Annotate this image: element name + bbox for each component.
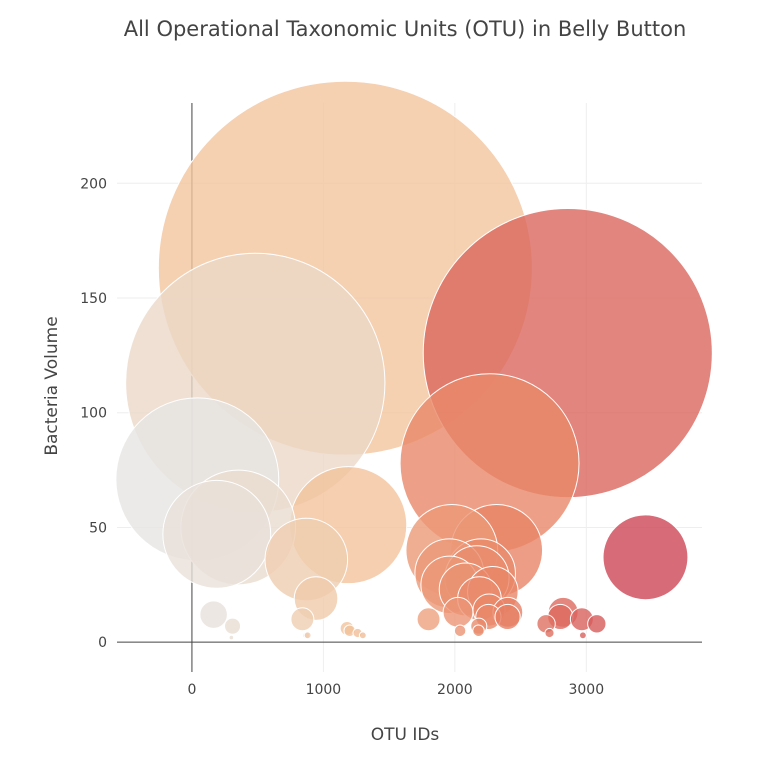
chart-title: All Operational Taxonomic Units (OTU) in… (124, 17, 687, 41)
x-axis-title: OTU IDs (371, 725, 440, 745)
x-tick-label: 2000 (437, 682, 473, 698)
y-tick-label: 0 (98, 635, 107, 651)
bubble-point (453, 624, 467, 637)
bubble-point (199, 600, 228, 629)
bubble-point (303, 631, 312, 640)
bubble-point (494, 603, 521, 631)
x-tick-label: 3000 (568, 682, 604, 698)
y-tick-label: 150 (80, 291, 107, 307)
bubble-point (472, 624, 485, 637)
bubble-point (587, 614, 607, 634)
bubble-point (544, 627, 555, 639)
y-tick-label: 100 (80, 406, 107, 422)
x-tick-label: 0 (187, 682, 196, 698)
bubble-point (442, 596, 474, 628)
bubble-point (224, 617, 242, 635)
y-tick-label: 50 (89, 520, 107, 536)
bubble-point (290, 607, 315, 632)
bubble-point (578, 631, 587, 640)
bubble-point (228, 634, 235, 641)
bubble-point (358, 631, 367, 640)
x-tick-label: 1000 (306, 682, 342, 698)
y-tick-label: 200 (80, 176, 107, 192)
bubble-point (416, 607, 441, 632)
bubble-point (602, 514, 689, 601)
bubble-series (115, 80, 713, 641)
y-axis-title: Bacteria Volume (42, 316, 62, 455)
tick-labels: 0 1000 2000 3000 0 50 100 150 200 (80, 176, 604, 698)
bubble-point (162, 479, 272, 589)
